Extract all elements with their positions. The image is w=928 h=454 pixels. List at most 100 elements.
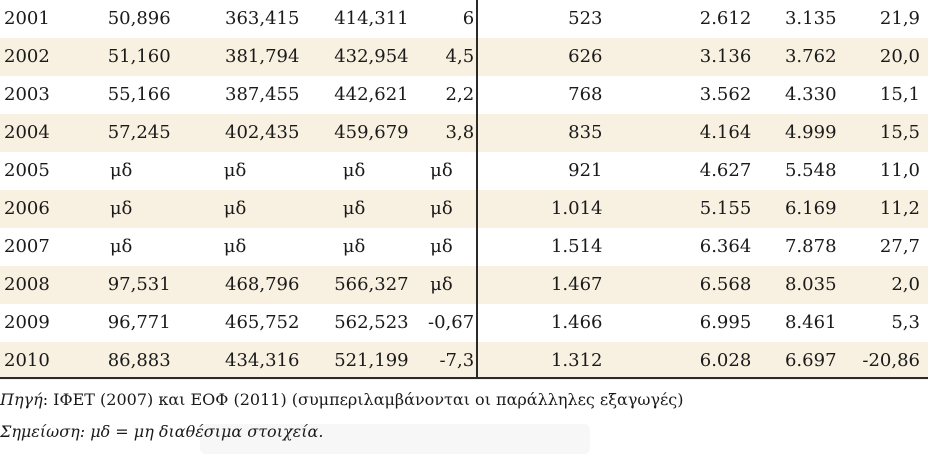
table-cell-c8: 15,1 [836, 76, 928, 114]
table-cell-c6: 6.028 [602, 342, 752, 380]
table-cell-year: 2008 [0, 266, 72, 304]
table-cell-c6: 5.155 [602, 190, 752, 228]
table-cell-c2: 381,794 [170, 38, 300, 76]
table-cell-c1: μδ [71, 190, 171, 228]
table-cell-c4: μδ [408, 152, 477, 190]
table-cell-c5: 921 [476, 152, 603, 190]
table-cell-c5: 835 [476, 114, 603, 152]
table-cell-c8: 2,0 [836, 266, 928, 304]
data-table: 2001 50,896 363,415 414,311 6 523 2.612 3.135 21… [0, 0, 928, 380]
table-cell-c4: 3,8 [408, 114, 477, 152]
table-cell-c1: 50,896 [71, 0, 171, 38]
table-cell-c7: 6.697 [751, 342, 837, 380]
table-cell-c5: 626 [476, 38, 603, 76]
table-cell-year: 2004 [0, 114, 72, 152]
table-cell-year: 2002 [0, 38, 72, 76]
table-cell-c7: 3.135 [751, 0, 837, 38]
table-row: 2005 μδ μδ μδ μδ 921 4.627 5.548 11,0 [0, 152, 928, 190]
table-cell-year: 2006 [0, 190, 72, 228]
table-row: 2008 97,531 468,796 566,327 μδ 1.467 6.568 8.03… [0, 266, 928, 304]
table-cell-c5: 1.014 [476, 190, 603, 228]
source-line: Πηγή: ΙΦΕΤ (2007) και ΕΟΦ (2011) (συμπερ… [0, 390, 684, 409]
table-cell-c8: 27,7 [836, 228, 928, 266]
table-cell-c2: μδ [170, 190, 300, 228]
table-row: 2010 86,883 434,316 521,199 -7,3 1.312 6.028 6.… [0, 342, 928, 380]
table-row: 2006 μδ μδ μδ μδ 1.014 5.155 6.169 11,2 [0, 190, 928, 228]
table-cell-c3: 521,199 [299, 342, 409, 380]
table-row: 2003 55,166 387,455 442,621 2,2 768 3.562 4.330… [0, 76, 928, 114]
table-cell-c1: μδ [71, 152, 171, 190]
table-cell-c3: μδ [299, 152, 409, 190]
table-row: 2004 57,245 402,435 459,679 3,8 835 4.164 4.999… [0, 114, 928, 152]
table-cell-c4: μδ [408, 228, 477, 266]
table-body: 2001 50,896 363,415 414,311 6 523 2.612 3.135 21… [0, 0, 928, 380]
table-cell-year: 2009 [0, 304, 72, 342]
table-cell-c8: 15,5 [836, 114, 928, 152]
table-cell-c4: μδ [408, 190, 477, 228]
table-cell-c3: 442,621 [299, 76, 409, 114]
table-cell-c8: 11,0 [836, 152, 928, 190]
table-cell-c5: 523 [476, 0, 603, 38]
source-label: Πηγή [0, 390, 43, 409]
table-cell-c4: 2,2 [408, 76, 477, 114]
table-cell-c6: 6.568 [602, 266, 752, 304]
table-cell-c2: 402,435 [170, 114, 300, 152]
table-cell-c8: 11,2 [836, 190, 928, 228]
table-cell-c3: μδ [299, 190, 409, 228]
table-cell-c3: 562,523 [299, 304, 409, 342]
table-cell-c5: 768 [476, 76, 603, 114]
table-cell-c7: 8.461 [751, 304, 837, 342]
table-row: 2009 96,771 465,752 562,523 -0,67 1.466 6.995 8… [0, 304, 928, 342]
table-cell-c5: 1.514 [476, 228, 603, 266]
table-cell-c1: 96,771 [71, 304, 171, 342]
table-cell-year: 2001 [0, 0, 72, 38]
table-cell-c7: 7.878 [751, 228, 837, 266]
table-cell-c4: -7,3 [408, 342, 477, 380]
table-cell-c3: 566,327 [299, 266, 409, 304]
table-cell-c8: 5,3 [836, 304, 928, 342]
table-cell-c2: μδ [170, 228, 300, 266]
table-cell-year: 2003 [0, 76, 72, 114]
table-cell-c5: 1.467 [476, 266, 603, 304]
table-cell-year: 2010 [0, 342, 72, 380]
table-cell-c4: 4,5 [408, 38, 477, 76]
table-cell-c4: μδ [408, 266, 477, 304]
source-text: : ΙΦΕΤ (2007) και ΕΟΦ (2011) (συμπεριλαμ… [42, 390, 684, 409]
column-divider [476, 0, 478, 378]
table-cell-c6: 4.164 [602, 114, 752, 152]
table-bottom-rule [0, 377, 928, 379]
table-cell-c6: 4.627 [602, 152, 752, 190]
table-cell-c1: 57,245 [71, 114, 171, 152]
table-cell-c3: 414,311 [299, 0, 409, 38]
table-cell-c3: μδ [299, 228, 409, 266]
table-cell-c5: 1.312 [476, 342, 603, 380]
table-cell-c1: 86,883 [71, 342, 171, 380]
table-cell-c2: 363,415 [170, 0, 300, 38]
table-cell-c2: 468,796 [170, 266, 300, 304]
table-cell-c7: 8.035 [751, 266, 837, 304]
table-cell-c2: 434,316 [170, 342, 300, 380]
table-cell-c2: μδ [170, 152, 300, 190]
table-cell-year: 2005 [0, 152, 72, 190]
table-cell-c1: μδ [71, 228, 171, 266]
table-cell-c8: 21,9 [836, 0, 928, 38]
table-cell-c5: 1.466 [476, 304, 603, 342]
table-row: 2007 μδ μδ μδ μδ 1.514 6.364 7.878 27,7 [0, 228, 928, 266]
table-cell-c8: 20,0 [836, 38, 928, 76]
table-cell-c3: 459,679 [299, 114, 409, 152]
table-cell-c1: 51,160 [71, 38, 171, 76]
table-row: 2002 51,160 381,794 432,954 4,5 626 3.136 3.762… [0, 38, 928, 76]
table-cell-c7: 4.999 [751, 114, 837, 152]
table-cell-c4: 6 [408, 0, 477, 38]
table-cell-c7: 5.548 [751, 152, 837, 190]
table-cell-c1: 55,166 [71, 76, 171, 114]
table-cell-c2: 465,752 [170, 304, 300, 342]
table-cell-c6: 3.136 [602, 38, 752, 76]
note-line: Σημείωση: μδ = μη διαθέσιμα στοιχεία. [0, 422, 324, 441]
table-cell-c1: 97,531 [71, 266, 171, 304]
table-cell-c6: 6.995 [602, 304, 752, 342]
table-cell-c4: -0,67 [408, 304, 477, 342]
faint-overlay [200, 424, 590, 454]
table-cell-c7: 4.330 [751, 76, 837, 114]
table-cell-c6: 2.612 [602, 0, 752, 38]
